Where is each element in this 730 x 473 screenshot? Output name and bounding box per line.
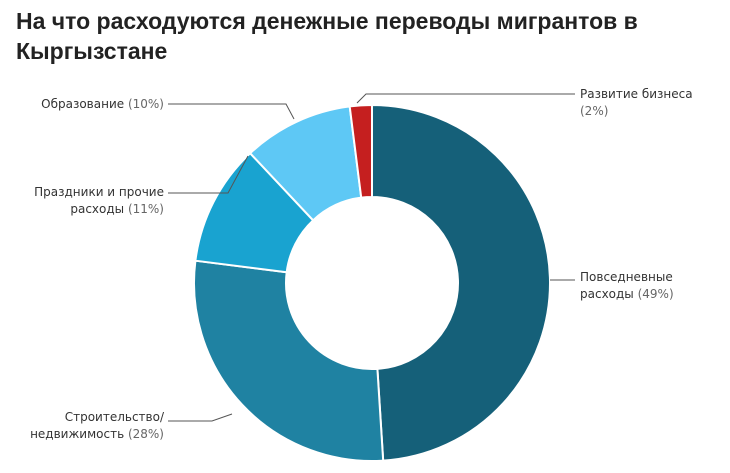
leader-line-4 [168,103,295,120]
slice-5[interactable] [348,103,373,199]
slice-percent: (28%) [128,427,164,441]
slice-1[interactable] [371,103,551,462]
slice-label-line: расходы [580,287,638,301]
slice-label-5: Развитие бизнеса (2%) [580,87,693,118]
slice-label-4: Образование (10%) [41,97,164,111]
slice-label-line: Праздники и прочие [34,185,164,199]
slice-percent: (2%) [580,104,608,118]
slice-2[interactable] [193,259,385,462]
slice-percent: (49%) [638,287,674,301]
slice-label-line: Строительство/ [65,410,165,424]
slice-label-line: недвижимость [30,427,128,441]
slice-label-line: расходы [70,202,128,216]
slice-label-line: Развитие бизнеса [580,87,693,101]
slice-percent: (11%) [128,202,164,216]
leader-line-3 [168,155,249,194]
slice-label-2: Строительство/недвижимость (28%) [30,410,165,441]
leader-line-5 [356,93,575,104]
slice-label-1: Повседневные расходы (49%) [580,270,674,301]
leader-line-2 [168,413,233,422]
slice-percent: (10%) [124,97,164,111]
slice-label-line: Повседневные [580,270,673,284]
slice-label-3: Праздники и прочие расходы (11%) [34,185,164,216]
slice-label-line: Образование [41,97,124,111]
chart-title: На что расходуются денежные переводы миг… [16,8,638,64]
